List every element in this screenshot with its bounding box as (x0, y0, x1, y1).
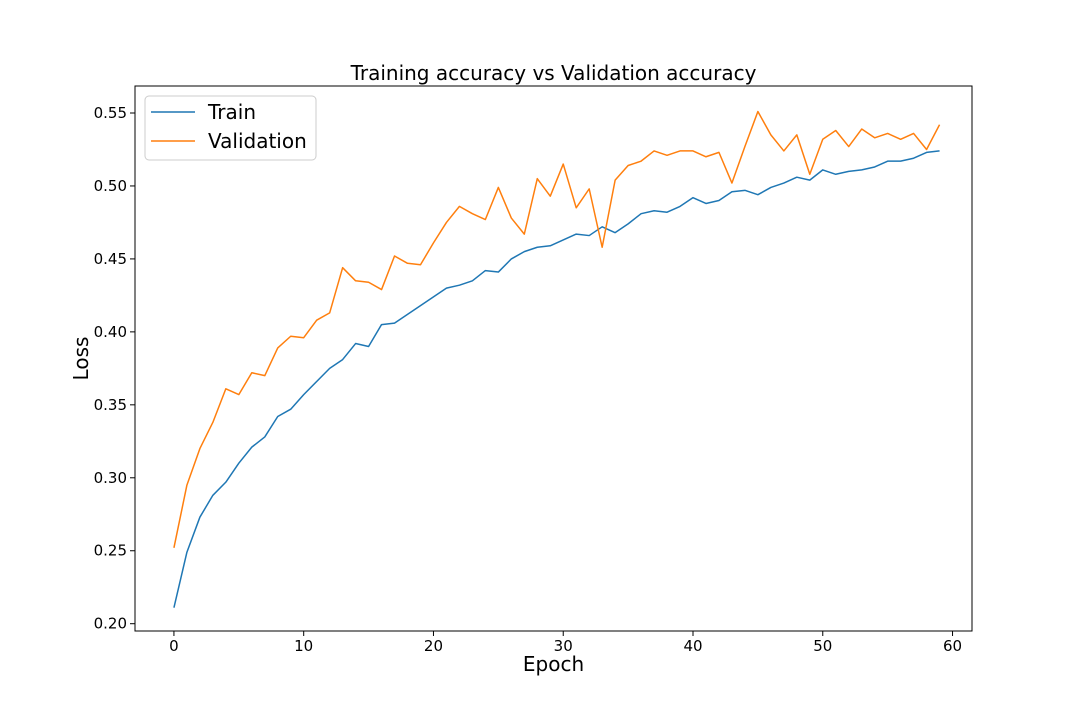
legend-label-train: Train (207, 100, 256, 124)
x-tick-label: 20 (424, 637, 443, 655)
y-tick-label: 0.30 (94, 469, 127, 487)
x-tick-label: 50 (813, 637, 832, 655)
y-axis-ticks: 0.20 0.25 0.30 0.35 0.40 0.45 0.50 0.55 (94, 104, 135, 633)
y-tick-label: 0.25 (94, 542, 127, 560)
x-axis-label: Epoch (523, 652, 584, 676)
series-line-train (173, 150, 940, 608)
y-tick-label: 0.45 (94, 250, 127, 268)
x-axis-ticks: 0 10 20 30 40 50 60 (169, 631, 962, 655)
y-tick-label: 0.55 (94, 104, 127, 122)
axes-frame (134, 85, 973, 632)
legend-label-validation: Validation (208, 129, 307, 153)
x-tick-label: 60 (943, 637, 962, 655)
y-tick-label: 0.40 (94, 323, 127, 341)
y-axis-label: Loss (69, 337, 93, 381)
plot-area: 0 10 20 30 40 50 60 0.200.250.300.350.400.450.… (94, 85, 973, 655)
x-tick-label: 10 (294, 637, 313, 655)
chart-title: Training accuracy vs Validation accuracy (350, 61, 757, 85)
y-tick-label: 0.50 (94, 177, 127, 195)
legend: Train Validation (144, 95, 317, 161)
x-tick-label: 0 (169, 637, 179, 655)
x-tick-label: 30 (554, 637, 573, 655)
y-tick-label: 0.35 (94, 396, 127, 414)
series-layer (173, 110, 941, 608)
y-tick-label: 0.20 (94, 615, 127, 633)
series-line-validation (173, 110, 941, 548)
x-tick-label: 40 (683, 637, 702, 655)
